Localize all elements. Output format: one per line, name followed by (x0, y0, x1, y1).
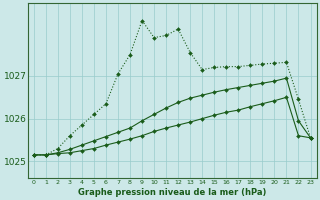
X-axis label: Graphe pression niveau de la mer (hPa): Graphe pression niveau de la mer (hPa) (78, 188, 266, 197)
